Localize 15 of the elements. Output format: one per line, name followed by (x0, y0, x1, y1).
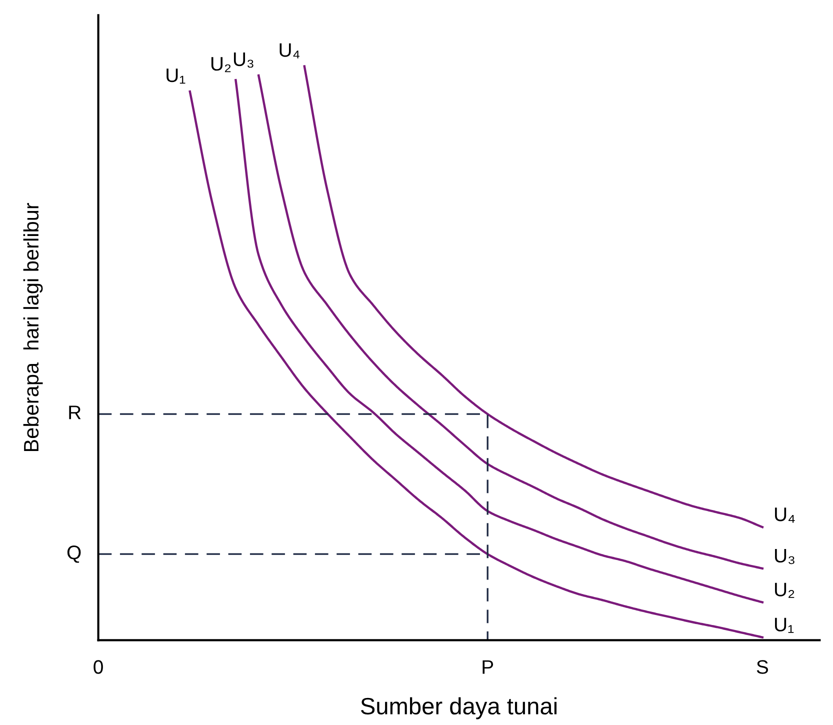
annotation: R (69, 406, 81, 420)
x-tick-label: S (756, 660, 768, 674)
y-axis-title: Beberapa hari lagi berlibur (23, 202, 43, 452)
x-tick-label: 0 (94, 660, 103, 674)
series-label: U₁ (166, 68, 186, 84)
text: U₂ (775, 582, 794, 598)
text: U₁ (775, 618, 794, 633)
series-label: U₂ (211, 57, 231, 72)
series-label: U₃ (234, 52, 254, 68)
annotation: Q (67, 546, 81, 563)
x-tick-label: P (482, 660, 494, 674)
text: U₃ (775, 548, 794, 564)
text: U₄ (775, 508, 795, 523)
x-axis-title: Sumber daya tunai (360, 697, 556, 720)
series-label: U₄ (280, 43, 300, 58)
